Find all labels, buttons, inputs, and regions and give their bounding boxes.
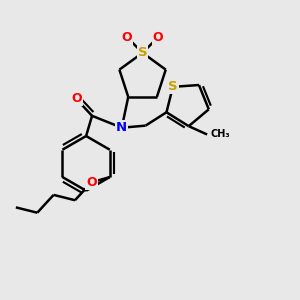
Text: O: O [71, 92, 82, 105]
Text: CH₃: CH₃ [210, 130, 230, 140]
Text: N: N [116, 121, 127, 134]
Text: O: O [86, 176, 97, 189]
Text: O: O [122, 31, 132, 44]
Text: S: S [138, 46, 147, 59]
Text: O: O [153, 31, 163, 44]
Text: S: S [168, 80, 178, 93]
